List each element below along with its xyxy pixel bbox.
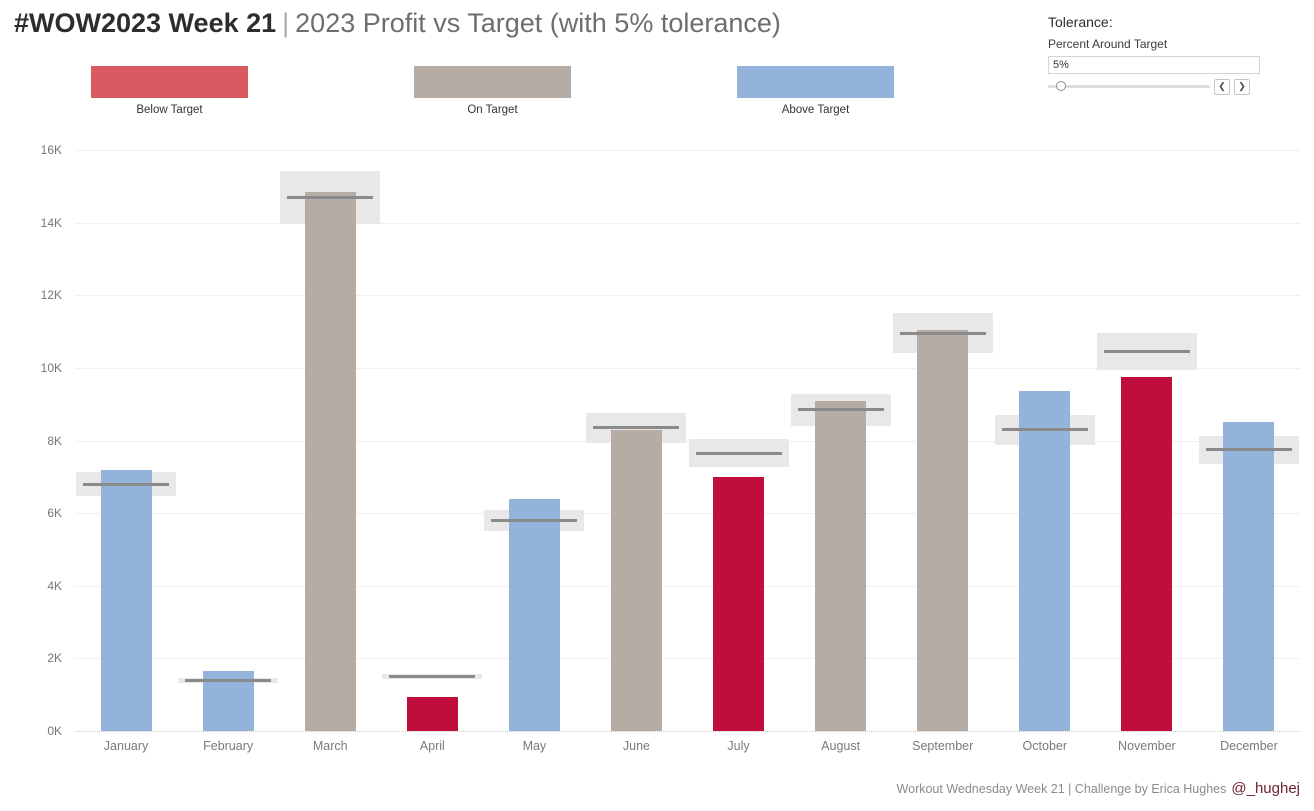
x-label-june: June (622, 739, 651, 753)
legend-swatch-above-target[interactable] (737, 66, 894, 98)
target-line-february (185, 678, 272, 682)
target-line-september (899, 331, 986, 335)
footer-handle: @_hughej (1231, 780, 1300, 797)
chevron-right-icon: ❯ (1238, 81, 1246, 91)
y-tick-label: 4K (47, 578, 62, 593)
gridline-8K (75, 440, 1300, 442)
bar-december[interactable] (1223, 422, 1275, 731)
gridline-12K (75, 295, 1300, 297)
y-tick-label: 8K (47, 433, 62, 448)
target-line-may (491, 518, 578, 522)
bar-may[interactable] (508, 498, 560, 731)
chevron-left-icon: ❮ (1218, 81, 1226, 91)
slider-track[interactable] (1048, 85, 1210, 88)
legend-item-on-target[interactable]: On Target (414, 66, 571, 116)
slider-increment-button[interactable]: ❯ (1234, 78, 1250, 95)
target-line-march (287, 195, 374, 199)
target-line-july (695, 451, 782, 455)
y-tick-label: 0K (47, 724, 62, 738)
legend-item-below-target[interactable]: Below Target (91, 66, 248, 116)
tolerance-title: Tolerance: (1048, 14, 1113, 30)
y-tick-label: 10K (40, 360, 62, 375)
tolerance-slider[interactable] (1048, 79, 1210, 94)
plot-area (75, 150, 1300, 732)
legend-swatch-below-target[interactable] (91, 66, 248, 98)
target-line-october (1001, 428, 1088, 432)
legend-item-above-target[interactable]: Above Target (737, 66, 894, 116)
title-bold: #WOW2023 Week 21 (14, 8, 277, 38)
title-separator: | (282, 8, 290, 38)
bar-january[interactable] (100, 469, 152, 731)
y-tick-label: 2K (47, 651, 62, 666)
legend-label-on-target: On Target (467, 104, 518, 116)
target-line-june (593, 426, 680, 430)
x-label-november: November (1118, 739, 1176, 753)
x-label-december: December (1220, 739, 1278, 753)
tolerance-sublabel: Percent Around Target (1048, 37, 1168, 51)
gridline-4K (75, 585, 1300, 587)
bar-september[interactable] (917, 329, 969, 731)
slider-decrement-button[interactable]: ❮ (1214, 78, 1230, 95)
footer: Workout Wednesday Week 21 | Challenge by… (897, 780, 1300, 797)
x-label-october: October (1022, 739, 1068, 753)
bar-july[interactable] (713, 476, 765, 731)
bar-october[interactable] (1019, 391, 1071, 731)
target-line-august (797, 408, 884, 412)
bar-november[interactable] (1121, 376, 1173, 731)
bar-april[interactable] (406, 696, 458, 731)
x-label-march: March (312, 739, 348, 753)
footer-text: Workout Wednesday Week 21 | Challenge by… (896, 782, 1227, 796)
gridline-14K (75, 222, 1300, 224)
gridline-6K (75, 513, 1300, 515)
legend-swatch-on-target[interactable] (414, 66, 571, 98)
x-label-february: February (203, 739, 254, 753)
x-label-january: January (103, 739, 149, 753)
x-label-september: September (912, 739, 974, 753)
target-line-november (1103, 350, 1190, 354)
page-title: #WOW2023 Week 21 | 2023 Profit vs Target (… (14, 8, 781, 39)
y-tick-label: 16K (40, 143, 62, 157)
target-line-january (83, 482, 170, 486)
x-label-august: August (821, 739, 861, 753)
gridline-2K (75, 658, 1300, 660)
x-label-may: May (522, 739, 547, 753)
target-line-april (389, 675, 476, 679)
bar-march[interactable] (304, 191, 356, 731)
x-label-april: April (419, 739, 445, 753)
slider-handle[interactable] (1056, 80, 1066, 91)
y-tick-label: 14K (40, 215, 62, 230)
title-subtitle: 2023 Profit vs Target (with 5% tolerance… (295, 8, 781, 38)
bar-august[interactable] (815, 400, 867, 731)
legend-label-above-target: Above Target (781, 104, 850, 116)
x-label-july: July (727, 739, 750, 753)
bar-june[interactable] (610, 429, 662, 731)
gridline-16K (75, 150, 1300, 151)
gridline-10K (75, 367, 1300, 369)
tolerance-slider-row: ❮ ❯ (1048, 78, 1262, 95)
y-tick-label: 12K (40, 288, 62, 303)
tolerance-input[interactable] (1048, 56, 1260, 74)
target-line-december (1205, 448, 1292, 452)
legend-label-below-target: Below Target (136, 104, 203, 116)
y-tick-label: 6K (47, 506, 62, 521)
tolerance-panel: Tolerance: Percent Around Target ❮ ❯ (1048, 14, 1262, 95)
